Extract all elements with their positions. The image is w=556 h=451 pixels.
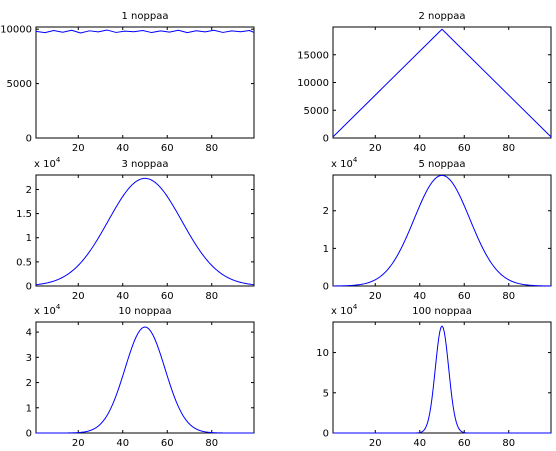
y-tick-label: 1	[26, 403, 32, 414]
x-tick-label: 20	[369, 143, 382, 154]
x-tick-label: 80	[502, 291, 515, 302]
subplot-1: 1 noppaa 20 40 60 80 0 5000 10000	[0, 11, 255, 154]
axes-box	[332, 26, 552, 139]
axes-box	[35, 26, 255, 139]
y-tick-label: 0	[323, 282, 329, 293]
series-line	[35, 29, 255, 34]
y-tick-label: 10000	[0, 25, 32, 36]
x-tick-label: 80	[205, 143, 218, 154]
x-tick-label: 80	[205, 438, 218, 449]
y-tick-label: 0	[26, 429, 32, 440]
axes-box	[332, 174, 552, 287]
y-tick-label: 5000	[7, 79, 32, 90]
y-exponent-label: x 104	[331, 156, 358, 170]
y-tick-label: 2	[26, 378, 32, 389]
x-tick-label: 20	[72, 291, 85, 302]
subplot-3: 3 noppaa x 104 20 40 60 80 0 0.5 1 1.5 2	[16, 156, 255, 302]
y-tick-label: 1	[26, 233, 32, 244]
y-tick-label: 1.5	[16, 209, 32, 220]
y-exponent-label: x 104	[331, 303, 358, 317]
subplot-title: 1 noppaa	[122, 11, 169, 22]
x-tick-label: 20	[369, 438, 382, 449]
y-tick-label: 0	[323, 134, 329, 145]
y-tick-label: 15000	[297, 50, 329, 61]
x-tick-label: 60	[161, 438, 174, 449]
y-tick-label: 1	[323, 244, 329, 255]
x-tick-label: 60	[161, 291, 174, 302]
y-tick-label: 0.5	[16, 257, 32, 268]
y-tick-label: 10	[316, 348, 329, 359]
y-tick-label: 3	[26, 353, 32, 364]
y-exponent-label: x 104	[34, 156, 61, 170]
subplot-title: 5 noppaa	[419, 159, 466, 170]
x-tick-label: 40	[116, 438, 129, 449]
y-tick-label: 5	[323, 388, 329, 399]
x-tick-label: 40	[413, 291, 426, 302]
x-tick-label: 60	[458, 143, 471, 154]
series-line	[332, 28, 552, 138]
y-tick-label: 2	[26, 185, 32, 196]
x-tick-label: 40	[116, 143, 129, 154]
y-tick-label: 0	[26, 134, 32, 145]
subplot-6: 100 noppaa x 104 20 40 60 80 0 5 10	[316, 303, 552, 449]
axes-box	[35, 174, 255, 287]
y-tick-label: 10000	[297, 78, 329, 89]
subplot-title: 3 noppaa	[122, 159, 169, 170]
x-tick-label: 40	[116, 291, 129, 302]
subplot-2: 2 noppaa 20 40 60 80 0 5000 10000 15000	[297, 11, 552, 154]
x-tick-label: 60	[161, 143, 174, 154]
series-line	[36, 326, 254, 434]
series-line	[332, 174, 552, 287]
x-tick-label: 20	[369, 291, 382, 302]
subplot-title: 10 noppaa	[118, 306, 171, 317]
y-exponent-label: x 104	[34, 303, 61, 317]
axes-box	[35, 321, 255, 434]
axes-box	[332, 321, 552, 434]
y-tick-label: 4	[26, 328, 32, 339]
x-tick-label: 20	[72, 143, 85, 154]
series-line	[35, 177, 255, 286]
y-tick-label: 0	[26, 282, 32, 293]
x-tick-label: 60	[458, 438, 471, 449]
x-tick-label: 20	[72, 438, 85, 449]
x-tick-label: 40	[413, 438, 426, 449]
x-tick-label: 40	[413, 143, 426, 154]
subplot-title: 100 noppaa	[412, 306, 472, 317]
y-tick-label: 5000	[304, 106, 329, 117]
x-tick-label: 80	[502, 143, 515, 154]
series-line	[333, 325, 551, 434]
subplot-4: 5 noppaa x 104 20 40 60 80 0 1 2	[323, 156, 552, 302]
y-tick-label: 2	[323, 206, 329, 217]
x-tick-label: 60	[458, 291, 471, 302]
x-tick-label: 80	[502, 438, 515, 449]
subplot-5: 10 noppaa x 104 20 40 60 80 0 1 2 3 4	[26, 303, 255, 449]
y-tick-label: 0	[323, 429, 329, 440]
subplot-title: 2 noppaa	[419, 11, 466, 22]
x-tick-label: 80	[205, 291, 218, 302]
